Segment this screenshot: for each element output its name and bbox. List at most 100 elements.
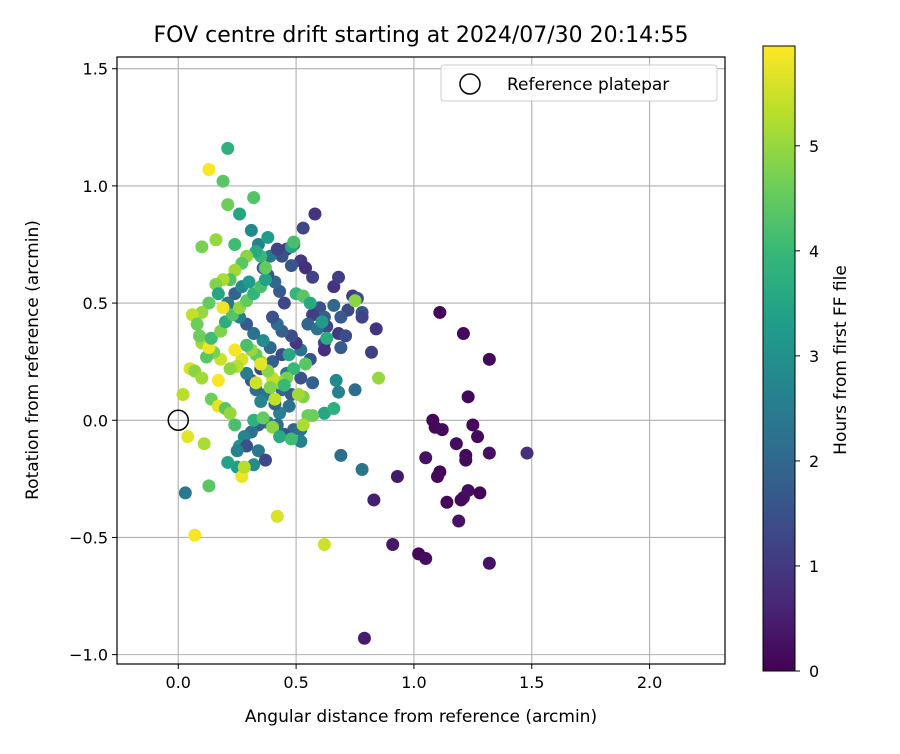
data-point xyxy=(244,223,258,237)
data-point xyxy=(449,437,463,451)
data-point xyxy=(202,162,216,176)
data-point xyxy=(348,294,362,308)
x-axis-label: Angular distance from reference (arcmin) xyxy=(245,707,597,727)
data-point xyxy=(247,327,261,341)
data-point xyxy=(334,341,348,355)
x-tick-label: 0.5 xyxy=(283,673,308,692)
data-point xyxy=(190,317,204,331)
data-point xyxy=(195,240,209,254)
data-point xyxy=(277,378,291,392)
data-point xyxy=(240,338,254,352)
data-point xyxy=(367,493,381,507)
data-point xyxy=(296,418,310,432)
data-point xyxy=(273,430,287,444)
data-point xyxy=(176,387,190,401)
data-point xyxy=(430,470,444,484)
x-tick-label: 2.0 xyxy=(637,673,662,692)
data-point xyxy=(482,556,496,570)
data-point xyxy=(202,479,216,493)
colorbar-tick-label: 1 xyxy=(809,557,819,576)
data-point xyxy=(221,455,235,469)
x-tick-label: 1.0 xyxy=(401,673,426,692)
colorbar-ticks: 0 1 2 3 4 5 xyxy=(795,137,819,681)
data-point xyxy=(268,392,282,406)
data-point xyxy=(211,287,225,301)
colorbar-gradient xyxy=(762,45,796,672)
data-point xyxy=(223,362,237,376)
data-point xyxy=(332,270,346,284)
x-tick-label: 1.5 xyxy=(519,673,544,692)
data-point xyxy=(223,406,237,420)
data-point xyxy=(240,366,254,380)
data-point xyxy=(284,432,298,446)
data-point xyxy=(204,331,218,345)
data-point xyxy=(334,310,348,324)
data-point xyxy=(228,343,242,357)
data-point xyxy=(195,371,209,385)
data-point xyxy=(221,141,235,155)
data-point xyxy=(209,233,223,247)
data-point xyxy=(216,174,230,188)
data-point xyxy=(303,296,317,310)
data-point xyxy=(270,509,284,523)
data-point xyxy=(258,273,272,287)
data-point xyxy=(471,430,485,444)
data-point xyxy=(306,376,320,390)
data-point xyxy=(282,348,296,362)
colorbar-tick-label: 3 xyxy=(809,347,819,366)
data-point xyxy=(348,383,362,397)
data-point xyxy=(329,373,343,387)
data-point xyxy=(461,390,475,404)
data-point xyxy=(254,357,268,371)
data-point xyxy=(327,298,341,312)
data-point xyxy=(216,301,230,315)
data-point xyxy=(419,451,433,465)
data-point xyxy=(296,221,310,235)
data-point xyxy=(181,430,195,444)
data-point xyxy=(256,411,270,425)
colorbar-tick-label: 0 xyxy=(809,662,819,681)
data-point xyxy=(266,420,280,434)
data-point xyxy=(306,270,320,284)
reference-layer xyxy=(167,409,190,432)
data-point xyxy=(228,237,242,251)
data-point xyxy=(242,275,256,289)
data-point xyxy=(365,345,379,359)
data-point xyxy=(249,376,263,390)
data-point xyxy=(237,460,251,474)
data-point xyxy=(456,327,470,341)
data-point xyxy=(261,230,275,244)
colorbar-tick-label: 5 xyxy=(809,137,819,156)
data-point xyxy=(482,352,496,366)
data-point xyxy=(452,514,466,528)
y-tick-label: 0.5 xyxy=(83,294,108,313)
data-point xyxy=(188,528,202,542)
reference-platepar-marker xyxy=(167,409,190,432)
data-point xyxy=(369,322,383,336)
data-point xyxy=(270,242,284,256)
data-point xyxy=(334,448,348,462)
data-point xyxy=(315,315,329,329)
data-point xyxy=(299,357,313,371)
data-point xyxy=(251,444,265,458)
x-tick-label: 0.0 xyxy=(166,673,191,692)
y-tick-label: −1.0 xyxy=(69,646,108,665)
data-point xyxy=(256,334,270,348)
data-point xyxy=(317,343,331,357)
plot-frame xyxy=(116,56,726,665)
data-point xyxy=(228,418,242,432)
chart-title: FOV centre drift starting at 2024/07/30 … xyxy=(154,23,689,48)
y-axis-label: Rotation from reference (arcmin) xyxy=(23,220,43,500)
data-point xyxy=(211,373,225,387)
data-point xyxy=(291,387,305,401)
data-point xyxy=(357,631,371,645)
data-point xyxy=(202,296,216,310)
data-point xyxy=(520,446,534,460)
legend-reference-marker xyxy=(459,73,481,95)
data-point xyxy=(327,402,341,416)
data-point xyxy=(192,329,206,343)
data-point xyxy=(355,310,369,324)
